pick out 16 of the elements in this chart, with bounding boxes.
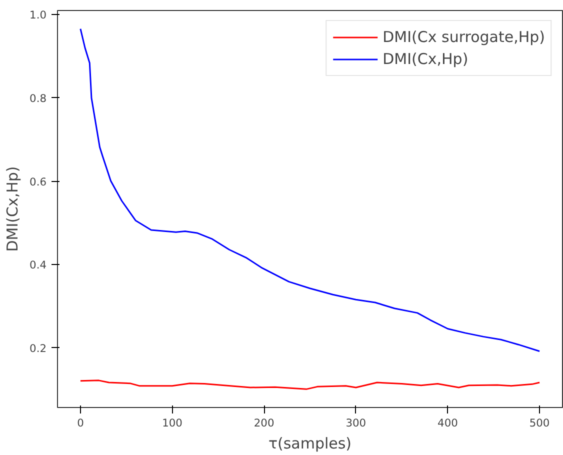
x-tick-label: 400 bbox=[438, 416, 458, 430]
y-tick-label: 1.0 bbox=[30, 8, 47, 22]
y-tick-label: 0.4 bbox=[30, 258, 47, 272]
x-tick-label: 300 bbox=[346, 416, 366, 430]
y-tick-label: 0.2 bbox=[30, 342, 47, 355]
legend-label: DMI(Cx surrogate,Hp) bbox=[382, 28, 545, 46]
x-tick-label: 500 bbox=[529, 416, 550, 430]
y-tick-label: 0.8 bbox=[30, 92, 47, 105]
x-tick-label: 200 bbox=[254, 416, 274, 430]
legend-label: DMI(Cx,Hp) bbox=[382, 50, 468, 68]
y-tick-label: 0.6 bbox=[30, 175, 47, 188]
y-axis-title: DMI(Cx,Hp) bbox=[4, 166, 22, 252]
x-tick-label: 100 bbox=[162, 416, 183, 430]
x-axis-title: τ(samples) bbox=[268, 434, 352, 452]
line-series bbox=[80, 380, 540, 390]
x-tick-label: 0 bbox=[77, 416, 84, 430]
